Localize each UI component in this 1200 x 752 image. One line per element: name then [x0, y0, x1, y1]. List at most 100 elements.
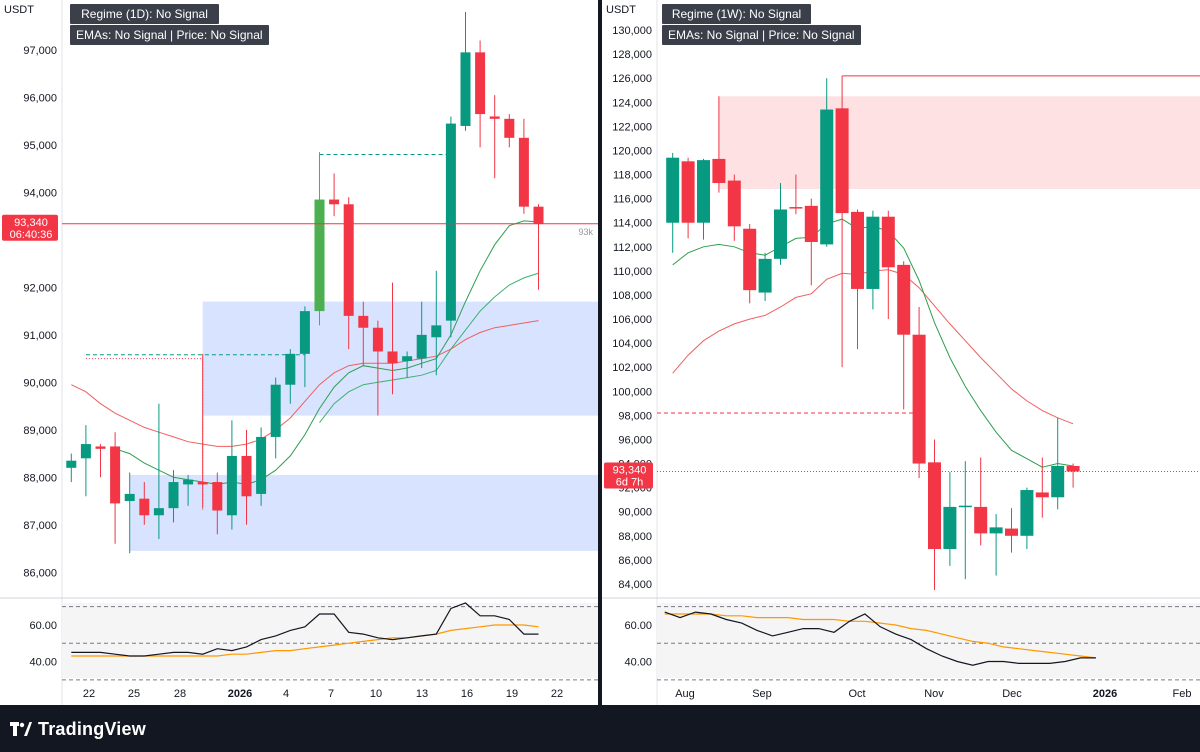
y-tick-label-20: 90,000	[618, 507, 652, 519]
x-tick-label-2: Oct	[848, 688, 865, 700]
candle-body-24	[416, 334, 427, 359]
osc-tick-label-0: 60.00	[624, 620, 652, 632]
candle-body-5	[743, 228, 757, 291]
x-tick-label-4: 4	[283, 688, 289, 700]
candle-body-15	[285, 353, 296, 385]
y-tick-label-3: 124,000	[612, 97, 652, 109]
x-tick-label-7: 13	[416, 688, 428, 700]
x-tick-label-6: Feb	[1173, 688, 1192, 700]
y-tick-label-22: 86,000	[618, 555, 652, 567]
candle-body-14	[270, 384, 281, 437]
candle-body-22	[1005, 528, 1018, 536]
candle-body-10	[212, 482, 223, 511]
y-tick-label-15: 100,000	[612, 386, 652, 398]
y-tick-label-11: 108,000	[612, 290, 652, 302]
y-tick-label-5: 91,000	[23, 330, 57, 342]
zone-demand-lower	[129, 474, 598, 551]
candle-body-13	[256, 436, 267, 494]
candle-body-28	[475, 52, 486, 115]
daily-chart-canvas[interactable]: USDT 97,000 96,000 95,000 94,000 92,000 91,000…	[0, 0, 598, 705]
candle-body-11	[226, 455, 237, 516]
y-tick-label-8: 114,000	[613, 218, 652, 230]
ema-label-daily: EMAs: No Signal | Price: No Signal	[70, 25, 269, 45]
right-price-note: 93k	[578, 227, 593, 237]
ema-label-weekly: EMAs: No Signal | Price: No Signal	[662, 25, 861, 45]
weekly-chart-canvas[interactable]: USDT 130,000 128,000 126,000 124,000 122,000 1…	[602, 0, 1200, 705]
y-tick-label-10: 86,000	[23, 567, 57, 579]
candle-body-24	[1035, 492, 1049, 498]
oscillator-background-1	[657, 603, 1200, 678]
y-tick-label-5: 120,000	[612, 145, 652, 157]
y-tick-label-3: 94,000	[23, 187, 57, 199]
candle-body-20	[358, 315, 369, 328]
x-tick-label-3: 2026	[228, 688, 252, 700]
candle-body-10	[820, 109, 834, 245]
y-tick-label-4: 92,000	[23, 282, 57, 294]
daily-chart-panel[interactable]: USDT 97,000 96,000 95,000 94,000 92,000 91,000…	[0, 0, 598, 705]
candle-body-7	[168, 482, 179, 509]
x-tick-label-2: 28	[174, 688, 186, 700]
candle-body-29	[489, 116, 500, 119]
tradingview-logo-icon	[10, 722, 32, 736]
candle-body-15	[897, 264, 911, 335]
osc-tick-label-1: 40.00	[624, 657, 652, 669]
candle-body-18	[943, 506, 957, 550]
candle-body-19	[343, 204, 354, 316]
candle-body-12	[851, 211, 864, 289]
candle-body-19	[958, 505, 972, 508]
x-tick-label-4: Dec	[1002, 688, 1022, 700]
zone-demand-upper	[202, 301, 598, 416]
candle-body-3	[110, 446, 121, 504]
candle-body-0	[66, 460, 77, 468]
candle-body-31	[518, 137, 529, 207]
y-tick-label-23: 84,000	[618, 579, 652, 591]
x-tick-label-6: 10	[370, 688, 382, 700]
y-tick-label-0: 97,000	[23, 45, 57, 57]
candle-body-14	[881, 216, 895, 268]
y-tick-label-12: 106,000	[612, 314, 652, 326]
candle-body-22	[387, 351, 398, 364]
x-tick-label-1: 25	[128, 688, 140, 700]
oscillator-signal-line	[664, 613, 1096, 659]
candle-body-27	[460, 52, 471, 126]
y-tick-label-6: 118,000	[613, 170, 652, 182]
osc-tick-label-0: 60.00	[29, 620, 57, 632]
candle-body-0	[666, 157, 680, 223]
regime-label-weekly: Regime (1W): No Signal	[662, 4, 811, 24]
candle-body-11	[835, 108, 849, 214]
candle-body-2	[95, 446, 106, 449]
oscillator-background-0	[62, 603, 598, 678]
candle-body-8	[183, 479, 194, 485]
candle-body-6	[153, 508, 164, 516]
x-tick-label-5: 7	[328, 688, 334, 700]
candle-body-16	[299, 311, 310, 354]
oscillator-line	[664, 611, 1096, 666]
tradingview-brand: TradingView	[38, 718, 146, 739]
x-tick-label-3: Nov	[924, 688, 944, 700]
countdown-label: 6d 7h	[616, 476, 644, 488]
candle-body-12	[241, 455, 252, 497]
osc-tick-label-1: 40.00	[29, 657, 57, 669]
ema-mid-line	[319, 272, 539, 424]
y-tick-label-10: 110,000	[613, 266, 652, 278]
candle-body-32	[533, 206, 544, 224]
y-tick-label-8: 88,000	[23, 472, 57, 484]
candle-body-26	[1066, 465, 1080, 472]
candle-body-4	[124, 493, 135, 502]
x-tick-label-0: Aug	[675, 688, 695, 700]
y-tick-label-9: 87,000	[23, 520, 57, 532]
y-tick-label-7: 116,000	[613, 194, 652, 206]
candle-body-26	[445, 123, 456, 321]
candle-body-20	[974, 506, 988, 534]
tradingview-logo[interactable]: TradingView	[10, 715, 146, 743]
candle-body-23	[402, 356, 413, 361]
last-price-label: 93,340	[14, 217, 48, 229]
candle-body-25	[431, 325, 442, 338]
y-tick-label-7: 89,000	[23, 425, 57, 437]
y-tick-label-1: 128,000	[612, 49, 652, 61]
candle-body-9	[804, 205, 818, 242]
candle-body-5	[139, 498, 150, 516]
weekly-chart-panel[interactable]: USDT 130,000 128,000 126,000 124,000 122,000 1…	[602, 0, 1200, 705]
x-tick-label-1: Sep	[752, 688, 772, 700]
x-tick-label-0: 22	[83, 688, 95, 700]
